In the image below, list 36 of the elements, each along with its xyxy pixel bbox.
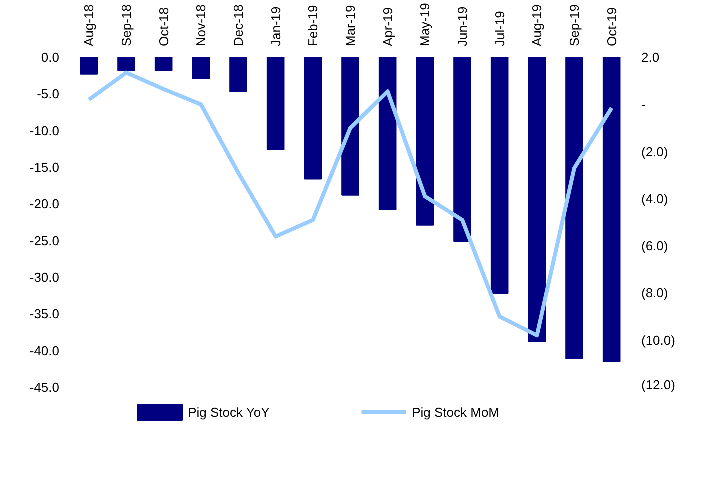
y2-tick-label: (2.0) [642, 144, 668, 160]
y-tick-label: -35.0 [30, 306, 60, 322]
y2-tick-label: (6.0) [642, 238, 668, 254]
x-tick-label: Sep-19 [567, 4, 582, 46]
y2-tick-label: (12.0) [642, 378, 676, 392]
x-tick-label: Dec-18 [231, 4, 246, 46]
x-tick-label: Aug-18 [82, 4, 97, 46]
y2-tick-label: (8.0) [642, 286, 668, 301]
y-tick-label: -5.0 [37, 86, 60, 102]
y2-tick-label: - [642, 97, 646, 112]
x-tick-label: Nov-18 [194, 4, 209, 46]
y-tick-label: -15.0 [30, 160, 60, 175]
y2-tick-label: 2.0 [642, 50, 660, 65]
x-tick-label: Sep-18 [119, 4, 134, 46]
x-tick-label: Apr-19 [380, 7, 396, 46]
y-tick-label: -30.0 [30, 270, 60, 285]
x-tick-label: Jul-19 [492, 11, 508, 46]
y-tick-label: 0.0 [41, 50, 60, 65]
x-tick-label: Aug-19 [530, 4, 545, 46]
x-tick-label: May-19 [418, 3, 433, 46]
y2-tick-label: (4.0) [642, 191, 668, 206]
y-tick-label: -45.0 [30, 380, 60, 395]
legend-label: Pig Stock YoY [188, 405, 270, 420]
y-tick-label: -25.0 [30, 233, 60, 248]
line-series [87, 70, 614, 338]
x-tick-label: Oct-19 [604, 7, 620, 46]
x-tick-label: Oct-18 [156, 7, 172, 46]
y-tick-label: -10.0 [30, 123, 60, 138]
x-tick-label: Mar-19 [343, 5, 358, 46]
x-tick-label: Jan-19 [268, 6, 284, 46]
x-tick-label: Jun-19 [455, 6, 470, 46]
y2-tick-label: (10.0) [642, 332, 676, 348]
legend-label: Pig Stock MoM [412, 405, 500, 420]
y-tick-label: -20.0 [30, 196, 60, 212]
x-tick-label: Feb-19 [306, 5, 321, 46]
y-tick-label: -40.0 [30, 343, 60, 358]
